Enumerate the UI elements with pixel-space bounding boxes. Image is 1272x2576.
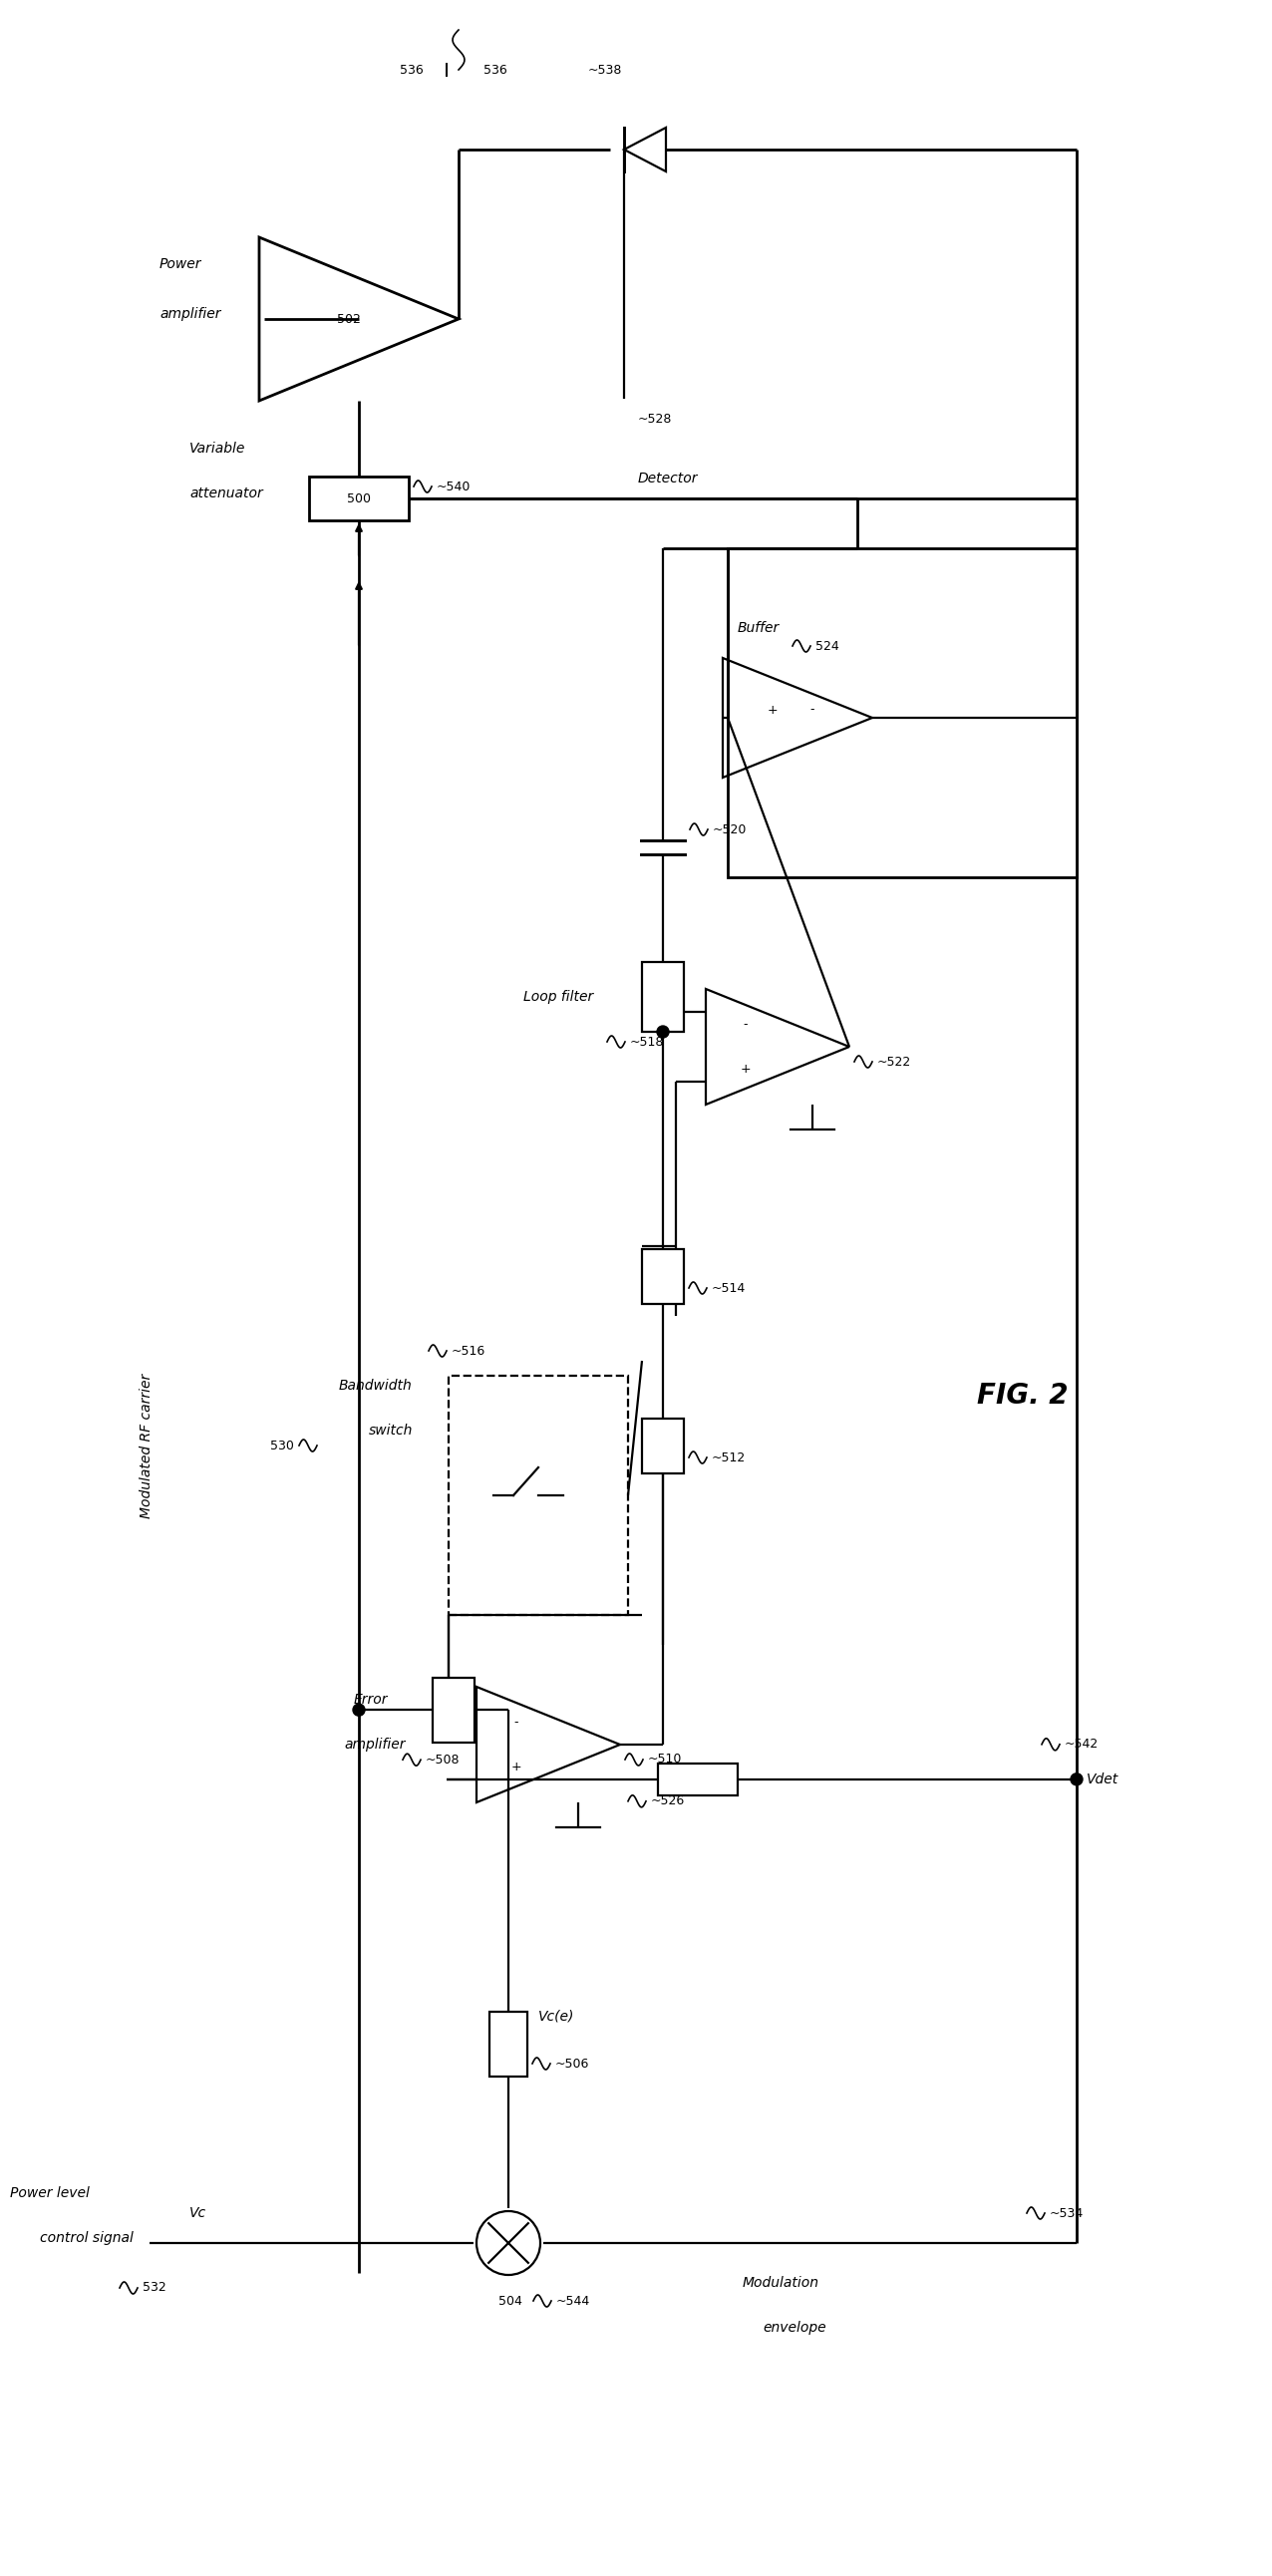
Text: 524: 524: [815, 639, 840, 652]
Text: envelope: envelope: [763, 2321, 826, 2334]
Text: +: +: [740, 1061, 750, 1074]
Text: FIG. 2: FIG. 2: [977, 1381, 1068, 1409]
Bar: [658, 1765, 738, 1795]
Text: ~534: ~534: [1049, 2208, 1084, 2221]
Circle shape: [352, 1703, 365, 1716]
Text: ~544: ~544: [556, 2295, 590, 2308]
Text: -: -: [743, 1018, 748, 1030]
Text: switch: switch: [369, 1425, 413, 1437]
Text: Buffer: Buffer: [738, 621, 780, 636]
Text: ~508: ~508: [426, 1754, 460, 1767]
Text: attenuator: attenuator: [190, 487, 263, 500]
Text: 500: 500: [347, 492, 371, 505]
Text: 536: 536: [483, 64, 508, 77]
Bar: [432, 1677, 474, 1741]
Text: Power: Power: [159, 258, 202, 270]
Bar: [728, 549, 1076, 878]
Text: ~520: ~520: [712, 822, 747, 835]
Text: 532: 532: [142, 2282, 167, 2295]
Text: Power level: Power level: [10, 2187, 89, 2200]
Circle shape: [656, 1025, 669, 1038]
Text: Variable: Variable: [190, 440, 245, 456]
Text: ~514: ~514: [712, 1280, 745, 1296]
Text: ~506: ~506: [556, 2058, 589, 2071]
Text: +: +: [767, 703, 778, 716]
Text: Vc: Vc: [190, 2205, 206, 2221]
Text: Vc(e): Vc(e): [538, 2009, 575, 2022]
Bar: [309, 477, 408, 520]
Text: ~526: ~526: [651, 1795, 686, 1808]
Bar: [642, 961, 684, 1033]
Text: 502: 502: [337, 312, 361, 325]
Bar: [642, 1419, 684, 1473]
Circle shape: [1071, 1772, 1082, 1785]
Text: ~512: ~512: [712, 1450, 745, 1463]
Bar: [490, 2012, 528, 2076]
Text: amplifier: amplifier: [159, 307, 221, 322]
Text: ~538: ~538: [588, 64, 622, 77]
Text: Loop filter: Loop filter: [523, 989, 593, 1005]
Text: Modulation: Modulation: [743, 2277, 819, 2290]
Text: Bandwidth: Bandwidth: [338, 1378, 412, 1394]
Text: 536: 536: [399, 64, 424, 77]
Bar: [642, 1249, 684, 1303]
Text: -: -: [810, 703, 814, 716]
Text: 504: 504: [499, 2295, 523, 2308]
Text: Vdet: Vdet: [1086, 1772, 1119, 1785]
Text: ~518: ~518: [630, 1036, 664, 1048]
Text: Detector: Detector: [639, 471, 698, 484]
Text: ~528: ~528: [639, 412, 673, 425]
Text: ~540: ~540: [436, 479, 471, 492]
Text: ~542: ~542: [1065, 1739, 1099, 1752]
Text: +: +: [510, 1759, 522, 1772]
Text: -: -: [514, 1716, 518, 1728]
Text: ~516: ~516: [452, 1345, 486, 1358]
Text: Error: Error: [354, 1692, 388, 1708]
Text: 530: 530: [270, 1440, 294, 1453]
Text: ~522: ~522: [878, 1056, 911, 1069]
Text: control signal: control signal: [39, 2231, 134, 2246]
Text: amplifier: amplifier: [343, 1739, 406, 1752]
Polygon shape: [625, 129, 667, 173]
Bar: [449, 1376, 628, 1615]
Text: Modulated RF carrier: Modulated RF carrier: [140, 1373, 154, 1517]
Text: ~510: ~510: [647, 1754, 682, 1767]
